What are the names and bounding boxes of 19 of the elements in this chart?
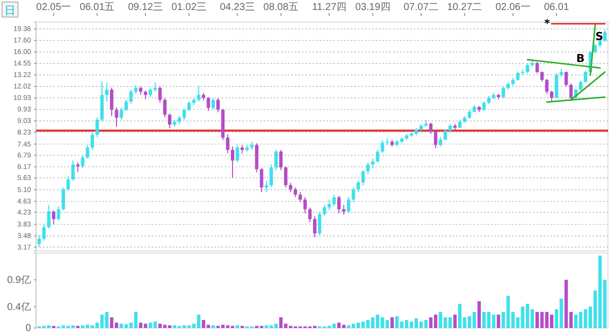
y-tick-label: 0	[25, 323, 32, 334]
y-tick-label: 0.9亿	[7, 274, 31, 286]
x-tick-label: 06.01五	[80, 2, 115, 13]
x-tick-label: 03.19四	[355, 2, 390, 13]
x-tick-label: 07.07二	[404, 2, 439, 13]
x-tick-label: 10.27二	[447, 2, 482, 13]
x-tick-label: 04.23三	[220, 2, 255, 13]
x-tick-label: 08.08五	[263, 2, 298, 13]
annotation: S	[595, 30, 604, 43]
annotation: *	[544, 17, 550, 30]
x-tick-label: 06.01	[544, 2, 570, 13]
y-tick-label: 0.4亿	[7, 302, 31, 313]
x-tick-label: 01.02三	[172, 2, 207, 13]
x-tick-label: 09.12三	[128, 2, 164, 13]
x-tick-label: 11.27四	[312, 2, 346, 13]
x-tick-label: 02.06一	[495, 2, 531, 13]
annotation: B	[576, 52, 585, 65]
text: 日	[4, 4, 16, 17]
x-tick-label: 02.05一	[36, 2, 72, 13]
